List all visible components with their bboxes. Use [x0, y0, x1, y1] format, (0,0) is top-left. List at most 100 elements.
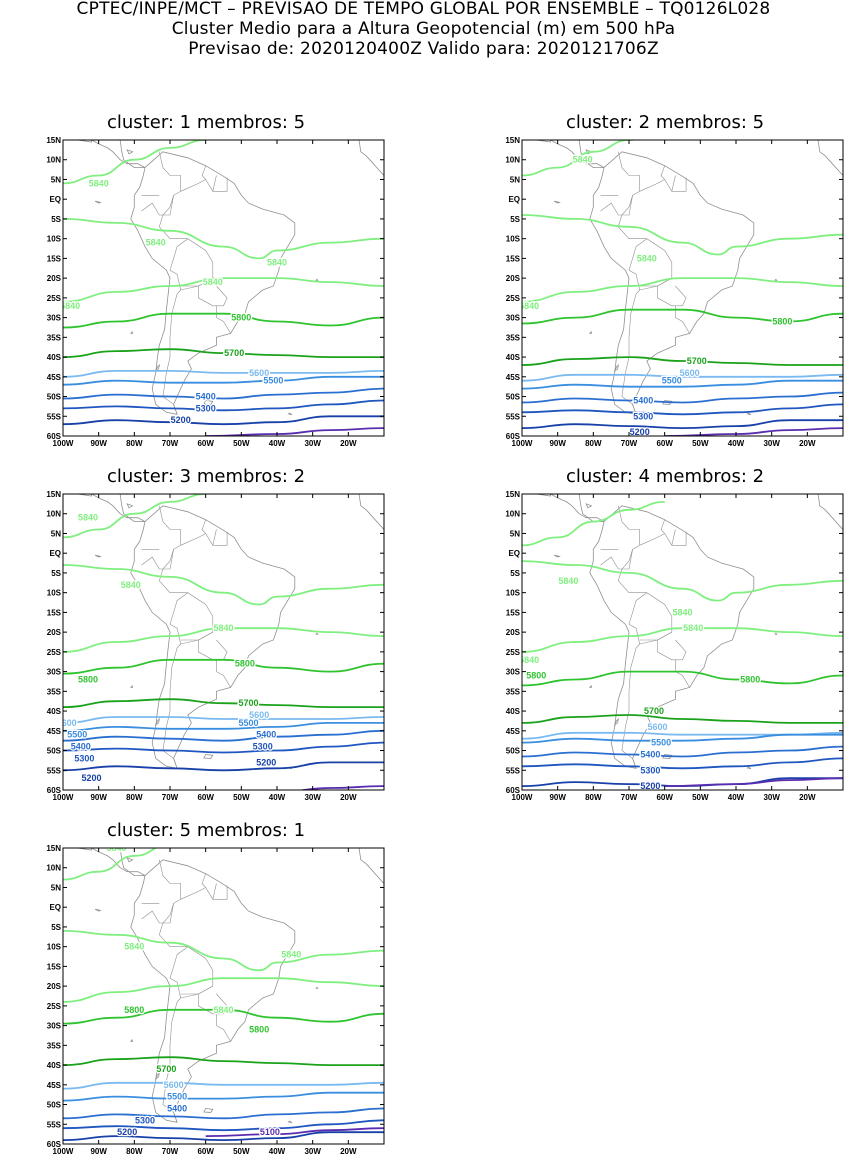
lat-tick-label: 35S	[47, 687, 62, 696]
country-border	[657, 631, 687, 661]
coastline	[358, 140, 384, 177]
contour-label: 5600	[57, 718, 77, 728]
coastline	[63, 140, 92, 143]
country-border	[628, 238, 647, 271]
lat-tick-label: 10N	[505, 510, 520, 519]
contour-label: 5100	[260, 1127, 280, 1137]
lon-tick-label: 80W	[126, 1147, 143, 1156]
contour-5840	[63, 218, 384, 260]
contour-label: 5500	[67, 730, 87, 740]
lon-tick-label: 90W	[90, 793, 107, 802]
contour-label: 5840	[146, 238, 166, 248]
country-border	[201, 873, 214, 900]
panel-5-title: cluster: 5 membros: 1	[107, 820, 306, 841]
lon-tick-label: 40W	[269, 439, 286, 448]
lat-tick-label: 15S	[47, 608, 62, 617]
lon-tick-label: 50W	[233, 793, 250, 802]
lon-tick-label: 100W	[53, 793, 74, 802]
lat-tick-label: 15S	[47, 962, 62, 971]
map-panel-4-group: 5840 5840 5840 5840 5800 5800 5700 5600 5500 5400…	[505, 490, 844, 802]
lon-tick-label: 50W	[692, 439, 709, 448]
country-border	[141, 903, 174, 924]
contour-label: 5700	[644, 706, 664, 716]
lat-tick-label: 5N	[510, 529, 520, 538]
lon-tick-label: 90W	[90, 1147, 107, 1156]
contour-label: 5500	[651, 738, 671, 748]
contour-5840	[63, 277, 384, 303]
island	[315, 986, 319, 990]
contour-5200	[63, 1131, 384, 1142]
contour-5300	[63, 1119, 384, 1132]
country-border	[675, 659, 690, 688]
coastline	[130, 859, 296, 1123]
country-border	[216, 1013, 231, 1042]
lon-tick-label: 100W	[53, 1147, 74, 1156]
country-border	[201, 165, 214, 192]
lat-tick-label: 40S	[506, 707, 521, 716]
country-border	[660, 519, 673, 546]
contour-5500	[63, 1091, 384, 1102]
contour-label: 5800	[124, 1005, 144, 1015]
contour-5840	[63, 848, 158, 881]
lat-tick-label: 25S	[47, 1002, 62, 1011]
lat-tick-label: 15N	[46, 490, 61, 499]
map-frame	[62, 847, 385, 1145]
panel-3-title: cluster: 3 membros: 2	[107, 466, 306, 487]
lat-tick-label: 5S	[510, 569, 520, 578]
country-border	[628, 592, 647, 625]
lon-tick-label: 20W	[799, 439, 816, 448]
lat-tick-label: 25S	[506, 648, 521, 657]
contour-label: 5840	[106, 843, 126, 853]
map-panel-3-plot: 5840584058405800580057005600560055005500…	[57, 494, 384, 790]
lon-tick-label: 20W	[799, 793, 816, 802]
contour-5100	[205, 427, 384, 436]
lon-tick-label: 70W	[621, 439, 638, 448]
island	[287, 1120, 293, 1124]
figure-title-line-2: Cluster Medio para a Altura Geopotencial…	[171, 19, 676, 39]
lat-tick-label: 35S	[47, 333, 62, 342]
contour-5840	[522, 627, 843, 653]
country-border	[600, 549, 633, 570]
contour-label: 5600	[164, 1080, 184, 1090]
country-border	[141, 195, 174, 216]
lat-tick-label: 55S	[506, 412, 521, 421]
lat-tick-label: 25S	[47, 648, 62, 657]
country-border	[675, 305, 690, 334]
coastline	[91, 848, 146, 876]
contour-label: 5500	[263, 376, 283, 386]
contour-5840	[63, 930, 384, 972]
lat-tick-label: 5N	[51, 883, 61, 892]
coastline	[130, 151, 296, 415]
lat-tick-label: 25S	[506, 294, 521, 303]
contour-5100	[664, 777, 843, 787]
lat-tick-label: 10S	[506, 589, 521, 598]
contour-5100	[297, 785, 384, 790]
lon-tick-label: 100W	[512, 793, 533, 802]
lat-tick-label: 45S	[506, 373, 521, 382]
island	[613, 363, 619, 373]
lat-tick-label: 5N	[51, 175, 61, 184]
country-border	[159, 859, 181, 900]
lon-tick-label: 60W	[197, 1147, 214, 1156]
contour-label: 5600	[249, 710, 269, 720]
lat-tick-label: 5S	[510, 215, 520, 224]
coastline	[91, 140, 146, 168]
lat-tick-label: 15N	[46, 136, 61, 145]
contour-5840	[63, 140, 206, 185]
contour-5840	[522, 277, 843, 303]
lat-tick-label: 15N	[505, 136, 520, 145]
lon-tick-label: 40W	[269, 1147, 286, 1156]
contour-5500	[522, 379, 843, 390]
country-border	[621, 269, 641, 415]
island	[553, 554, 561, 558]
lat-tick-label: 5S	[51, 569, 61, 578]
contour-5600	[63, 716, 384, 724]
lat-tick-label: EQ	[49, 549, 61, 558]
lat-tick-label: 50S	[47, 1101, 62, 1110]
figure-title-line-3: Previsao de: 2020120400Z Valido para: 20…	[188, 39, 659, 59]
lat-tick-label: 55S	[47, 766, 62, 775]
island	[774, 278, 778, 282]
coastline	[130, 505, 296, 769]
map-frame	[62, 139, 385, 437]
